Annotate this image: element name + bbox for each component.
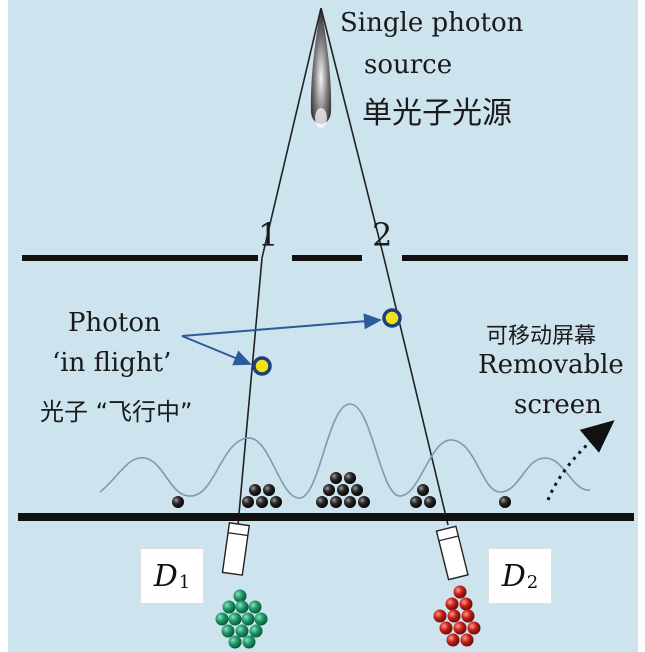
- source-label-cn: 单光子光源: [362, 96, 512, 131]
- detector-1-subscript: 1: [178, 571, 191, 593]
- source-label-en-2: source: [364, 50, 453, 80]
- double-slit-barrier: [22, 255, 628, 261]
- screen-label-en-1: Removable: [478, 350, 624, 380]
- screen-label-en-2: screen: [514, 390, 602, 420]
- screen-removal-arrow: [546, 420, 615, 501]
- beam-line-2-lower: [383, 257, 449, 526]
- detector-1-hits: [215, 589, 268, 649]
- slit-label-1: 1: [258, 216, 279, 254]
- detector-1-letter: D: [153, 558, 178, 594]
- photon-arrow-1: [181, 335, 252, 366]
- source-label-en-1: Single photon: [340, 8, 524, 38]
- beam-line-2: [320, 7, 385, 259]
- beam-line-1: [261, 7, 322, 259]
- screen-label-cn: 可移动屏幕: [486, 324, 597, 349]
- detector-2-letter: D: [501, 558, 526, 594]
- interference-wave: [99, 403, 591, 499]
- detector-tube-icon: [221, 522, 469, 581]
- photon-label-cn: 光子 “飞行中”: [40, 398, 193, 426]
- photon-label-en-2: ‘in flight’: [52, 348, 172, 378]
- screen-hits: [172, 472, 511, 508]
- photon-source-icon: [310, 8, 332, 128]
- detection-screen: [18, 513, 634, 521]
- detector-2-hits: [433, 585, 481, 647]
- slit-label-2: 2: [372, 216, 393, 254]
- photon-arrow-2: [181, 313, 382, 337]
- photon-label-en-1: Photon: [68, 308, 161, 338]
- beam-line-1-lower: [237, 257, 263, 526]
- photon-dot-icon: [252, 308, 402, 376]
- detector-2-subscript: 2: [526, 571, 539, 593]
